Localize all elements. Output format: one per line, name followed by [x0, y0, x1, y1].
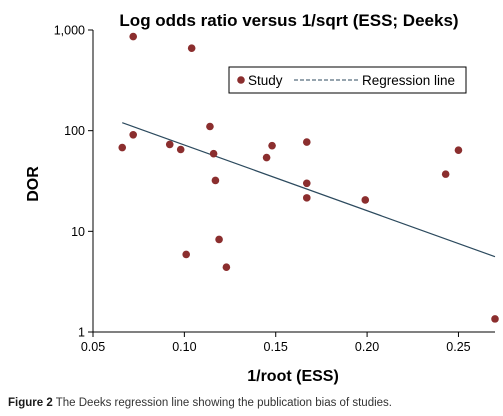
- y-tick-label: 10: [71, 225, 85, 239]
- y-tick-label: 1,000: [54, 24, 85, 38]
- y-axis-ticks: 1 10 100 1,000: [54, 24, 93, 340]
- x-axis-ticks: 0.05 0.10 0.15 0.20 0.25: [81, 332, 471, 354]
- figure-caption: Figure 2 The Deeks regression line showi…: [8, 397, 498, 409]
- regression-line: [122, 122, 496, 258]
- study-point: [215, 235, 223, 244]
- study-point: [491, 315, 499, 323]
- study-point: [176, 145, 185, 154]
- legend-study-label: Study: [248, 73, 283, 88]
- study-point: [165, 140, 174, 149]
- x-tick-label: 0.20: [355, 340, 379, 354]
- x-tick-label: 0.10: [172, 340, 196, 354]
- chart-title: Log odds ratio versus 1/sqrt (ESS; Deeks…: [119, 11, 458, 30]
- study-point: [441, 170, 450, 178]
- y-tick-label: 100: [64, 124, 85, 138]
- caption-text: The Deeks regression line showing the pu…: [55, 397, 392, 409]
- study-point: [209, 149, 218, 158]
- y-tick-label: 1: [78, 326, 85, 340]
- study-point: [302, 194, 311, 202]
- study-point: [361, 196, 370, 204]
- study-point: [129, 32, 137, 41]
- plot-area: 0.05 0.10 0.15 0.20 0.25 1 10 100 1,000: [54, 24, 499, 354]
- legend-regression-label: Regression line: [362, 73, 455, 88]
- x-tick-label: 0.05: [81, 340, 105, 354]
- study-point: [454, 146, 463, 154]
- x-axis-label: 1/root (ESS): [247, 368, 339, 385]
- study-point: [182, 250, 190, 259]
- regression-line-layer: [122, 122, 496, 258]
- x-tick-label: 0.15: [264, 340, 288, 354]
- caption-label: Figure 2: [8, 397, 53, 409]
- study-point: [211, 176, 220, 185]
- legend-box: [228, 66, 467, 94]
- study-point: [302, 138, 311, 146]
- deeks-funnel-plot: Log odds ratio versus 1/sqrt (ESS; Deeks…: [25, 11, 499, 385]
- study-point: [262, 153, 271, 162]
- study-point: [187, 44, 196, 52]
- study-point: [206, 122, 214, 131]
- study-points-layer: [118, 32, 499, 323]
- y-axis-label: DOR: [25, 166, 42, 202]
- study-point: [302, 179, 311, 188]
- legend: Study Regression line: [228, 66, 467, 94]
- legend-study-marker: [237, 76, 245, 84]
- study-point: [118, 143, 127, 152]
- x-tick-label: 0.25: [446, 340, 470, 354]
- study-point: [268, 141, 276, 150]
- study-point: [222, 263, 231, 272]
- study-point: [129, 130, 137, 139]
